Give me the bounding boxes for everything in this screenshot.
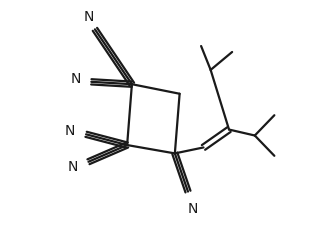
Text: N: N xyxy=(67,160,78,174)
Text: N: N xyxy=(65,125,75,138)
Text: N: N xyxy=(84,10,94,24)
Text: N: N xyxy=(70,72,81,86)
Text: N: N xyxy=(188,202,198,216)
